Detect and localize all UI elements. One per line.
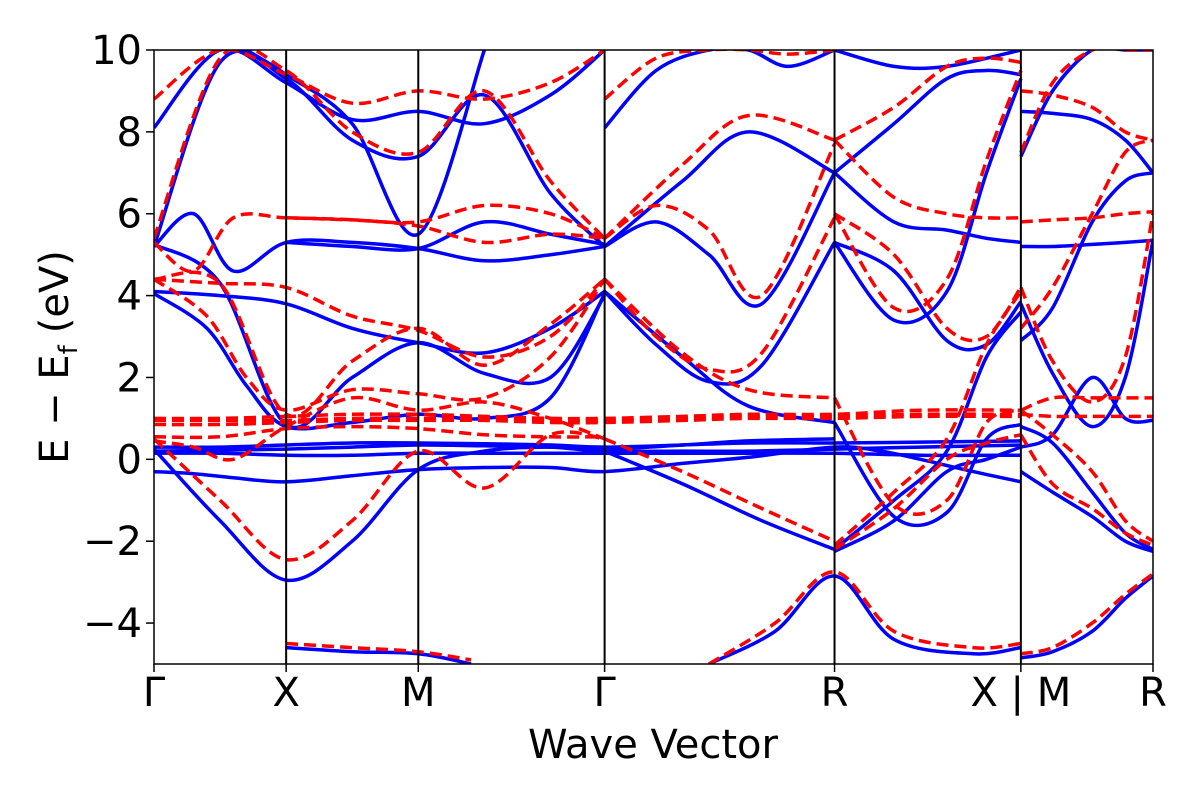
- dashed-band-line-72: [1020, 395, 1153, 412]
- dashed-band-line-43: [154, 430, 605, 562]
- solid-band-line-14: [285, 645, 472, 664]
- solid-band-line-30: [1020, 238, 1153, 249]
- solid-band-line-28: [833, 445, 1022, 553]
- dashed-band-line-53: [708, 570, 1022, 664]
- x-tick-label-2: M: [401, 670, 436, 716]
- dashed-band-line-52: [285, 641, 472, 662]
- solid-band-line-10: [154, 50, 606, 248]
- dashed-band-line-46: [154, 270, 606, 419]
- solid-band-line-13: [603, 50, 836, 129]
- solid-band-line-34: [1019, 470, 1153, 554]
- solid-band-line-36: [1020, 425, 1153, 551]
- x-tick-label-5: X | M: [970, 670, 1071, 716]
- solid-band-line-17: [603, 171, 837, 308]
- dashed-band-line-63: [832, 397, 1022, 516]
- dashed-band-line-48: [286, 216, 605, 245]
- solid-band-line-32: [1019, 171, 1153, 342]
- solid-band-line-16: [603, 241, 837, 386]
- x-tick-label-0: Γ: [143, 670, 166, 716]
- dashed-band-line-51: [603, 50, 835, 101]
- y-tick-label-0: −4: [83, 601, 142, 647]
- solid-band-line-27: [833, 310, 1023, 551]
- solid-band-line-23: [833, 78, 1023, 325]
- dashed-band-line-67: [1020, 209, 1153, 224]
- solid-band-line-24: [833, 68, 1022, 175]
- solid-band-line-35: [1020, 375, 1153, 449]
- dashed-band-line-44: [154, 277, 607, 412]
- dashed-band-line-57: [603, 277, 835, 400]
- series-layer: [154, 50, 1153, 664]
- dashed-band-line-56: [603, 113, 836, 240]
- solid-band-line-9: [285, 219, 605, 252]
- x-tick-label-1: X: [272, 670, 299, 716]
- dashed-band-line-62: [833, 56, 1022, 142]
- solid-band-line-22: [833, 171, 1022, 245]
- solid-band-line-3: [154, 445, 1022, 484]
- dashed-band-line-41: [154, 424, 605, 440]
- y-axis: −4 −2 0 2 4 6 8 10: [83, 28, 154, 647]
- y-tick-label-7: 10: [91, 28, 142, 74]
- solid-band-line-33: [1019, 239, 1153, 429]
- dashed-band-line-75: [1020, 572, 1153, 656]
- dashed-band-line-61: [833, 69, 1023, 314]
- solid-band-line-37: [1020, 574, 1153, 660]
- solid-band-line-26: [833, 421, 1022, 528]
- solid-band-line-25: [834, 50, 1022, 71]
- dashed-band-line-70: [1019, 213, 1153, 404]
- plot-frame: [153, 49, 1154, 665]
- dashed-band-line-68: [1019, 50, 1153, 154]
- dashed-band-line-74: [1020, 412, 1153, 419]
- dashed-band-line-66: [1020, 89, 1153, 142]
- y-tick-label-6: 8: [117, 110, 142, 156]
- solid-band-line-15: [708, 574, 1022, 664]
- solid-band-line-11: [154, 50, 606, 129]
- dashed-band-line-54: [603, 216, 837, 374]
- y-tick-label-2: 0: [117, 437, 142, 483]
- y-axis-title-unit: (eV): [32, 250, 78, 333]
- y-tick-label-1: −2: [83, 519, 142, 565]
- dashed-band-line-55: [603, 143, 837, 300]
- y-axis-title-main: E − E: [32, 354, 78, 464]
- dashed-band-line-59: [833, 212, 1023, 343]
- dashed-band-line-69: [1019, 138, 1153, 330]
- x-tick-label-3: Γ: [593, 670, 616, 716]
- dashed-band-line-71: [1019, 433, 1153, 547]
- dashed-band-line-47: [154, 203, 606, 273]
- y-axis-title: E − Ef (eV): [32, 250, 84, 464]
- dashed-band-line-50: [154, 50, 606, 106]
- dashed-band-line-64: [833, 290, 1023, 547]
- y-axis-title-sub: f: [54, 344, 84, 354]
- solid-band-line-18: [603, 130, 836, 248]
- x-axis: Γ X M Γ R X | M R: [143, 664, 1167, 716]
- dashed-band-line-42: [154, 395, 606, 462]
- dashed-band-line-65: [833, 433, 1022, 551]
- solid-band-line-21: [833, 240, 1023, 352]
- x-tick-label-6: R: [1139, 670, 1167, 716]
- dashed-band-line-73: [1019, 408, 1153, 543]
- solid-band-line-8: [154, 211, 605, 274]
- y-tick-label-4: 4: [117, 274, 142, 320]
- dashed-band-line-49: [154, 50, 606, 240]
- high-symmetry-lines: [285, 50, 1022, 664]
- solid-band-line-20: [603, 449, 836, 552]
- x-axis-title: Wave Vector: [528, 722, 779, 768]
- x-tick-label-4: R: [821, 670, 849, 716]
- dashed-band-line-45: [154, 277, 606, 359]
- solid-band-line-4: [154, 437, 835, 583]
- y-tick-label-3: 2: [117, 355, 142, 401]
- dashed-band-line-60: [833, 138, 1021, 220]
- solid-band-line-29: [1020, 109, 1153, 174]
- y-tick-label-5: 6: [117, 192, 142, 238]
